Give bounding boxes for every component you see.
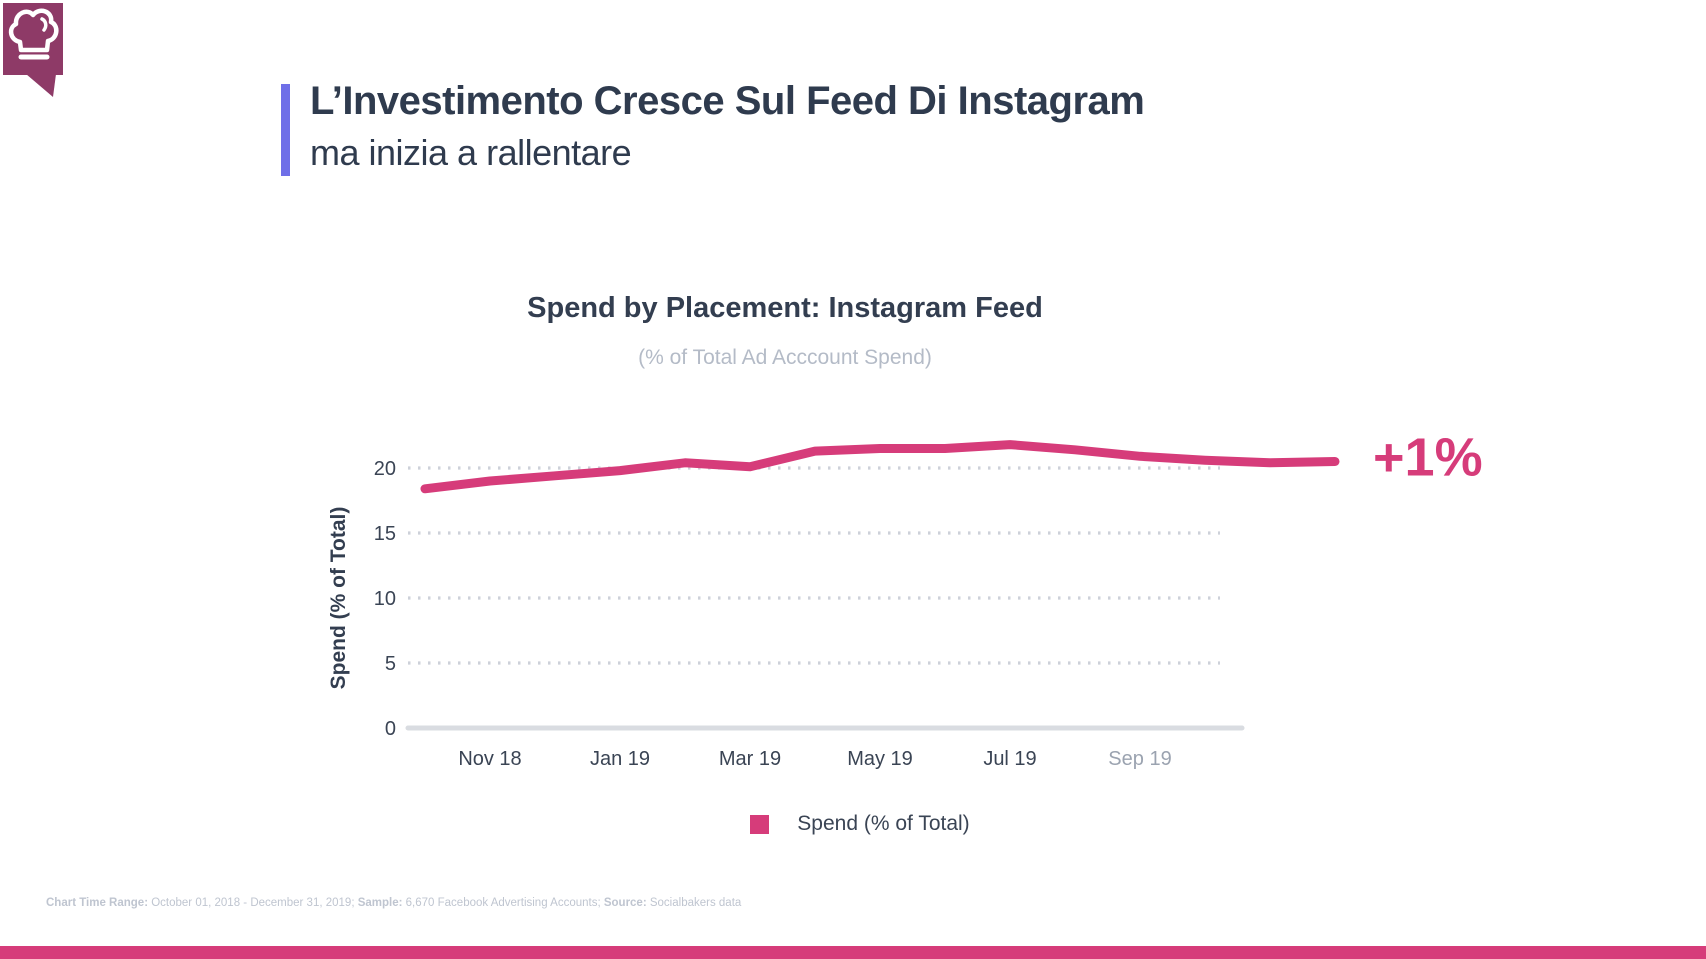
x-tick-label: Jul 19 <box>983 748 1036 770</box>
annotation-plus-1-percent: +1% <box>1373 428 1483 488</box>
legend-label-spend: Spend (% of Total) <box>797 812 970 835</box>
chart-legend: Spend (% of Total) <box>330 804 1390 844</box>
chef-hat-logo-icon <box>3 3 63 97</box>
footer-value-source: Socialbakers data <box>646 897 742 909</box>
x-tick-label: Mar 19 <box>719 748 781 770</box>
slide-subtitle: ma inizia a rallentare <box>310 132 632 173</box>
legend-swatch-spend <box>750 814 770 834</box>
footer-label-source: Source: <box>603 897 647 909</box>
y-tick-label: 15 <box>374 523 396 545</box>
x-tick-label: Jan 19 <box>590 748 650 770</box>
y-tick-label: 0 <box>385 718 396 740</box>
chef-hat-logo <box>0 0 100 100</box>
chart-subtitle: (% of Total Ad Acccount Spend) <box>638 346 932 369</box>
headline-accent-bar <box>281 84 290 176</box>
y-tick-label: 20 <box>374 458 396 480</box>
bottom-accent-bar <box>0 946 1706 959</box>
y-axis-title: Spend (% of Total) <box>330 507 350 690</box>
chart-source-note: Chart Time Range: October 01, 2018 - Dec… <box>46 897 741 909</box>
footer-value-time-range: October 01, 2018 - December 31, 2019; <box>148 897 358 909</box>
x-tick-label: May 19 <box>847 748 913 770</box>
x-tick-label: Nov 18 <box>458 748 521 770</box>
headline: L’Investimento Cresce Sul Feed Di Instag… <box>310 78 1410 174</box>
slide-title: L’Investimento Cresce Sul Feed Di Instag… <box>310 79 1145 123</box>
spend-line-chart: 0 5 10 15 20 Nov 18 Jan 19 Mar 19 May 19 Jul 19 Se… <box>327 390 1490 790</box>
y-tick-label: 5 <box>385 653 396 675</box>
footer-value-sample: 6,670 Facebook Advertising Accounts; <box>402 897 604 909</box>
footer-label-sample: Sample: <box>357 897 403 909</box>
y-tick-label: 10 <box>374 588 396 610</box>
spend-series-line <box>420 440 1340 494</box>
footer-label-time-range: Chart Time Range: <box>46 897 149 909</box>
x-tick-label: Sep 19 <box>1108 748 1171 770</box>
chart-title: Spend by Placement: Instagram Feed <box>527 292 1043 324</box>
spend-line-chart-svg: 0 5 10 15 20 Nov 18 Jan 19 Mar 19 May 19 Jul 19 Se… <box>327 428 1483 771</box>
